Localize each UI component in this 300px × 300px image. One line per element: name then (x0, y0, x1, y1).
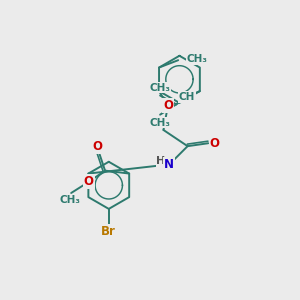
Text: O: O (93, 140, 103, 153)
Text: N: N (164, 158, 174, 171)
Text: O: O (163, 99, 173, 112)
Text: CH₃: CH₃ (149, 82, 170, 93)
Text: O: O (84, 175, 94, 188)
Text: H: H (157, 156, 166, 166)
Text: CH₃: CH₃ (186, 54, 207, 64)
Text: Br: Br (101, 225, 116, 238)
Text: CH₃: CH₃ (59, 195, 80, 205)
Text: O: O (210, 137, 220, 150)
Text: CH₃: CH₃ (149, 118, 170, 128)
Text: CH: CH (178, 92, 195, 102)
